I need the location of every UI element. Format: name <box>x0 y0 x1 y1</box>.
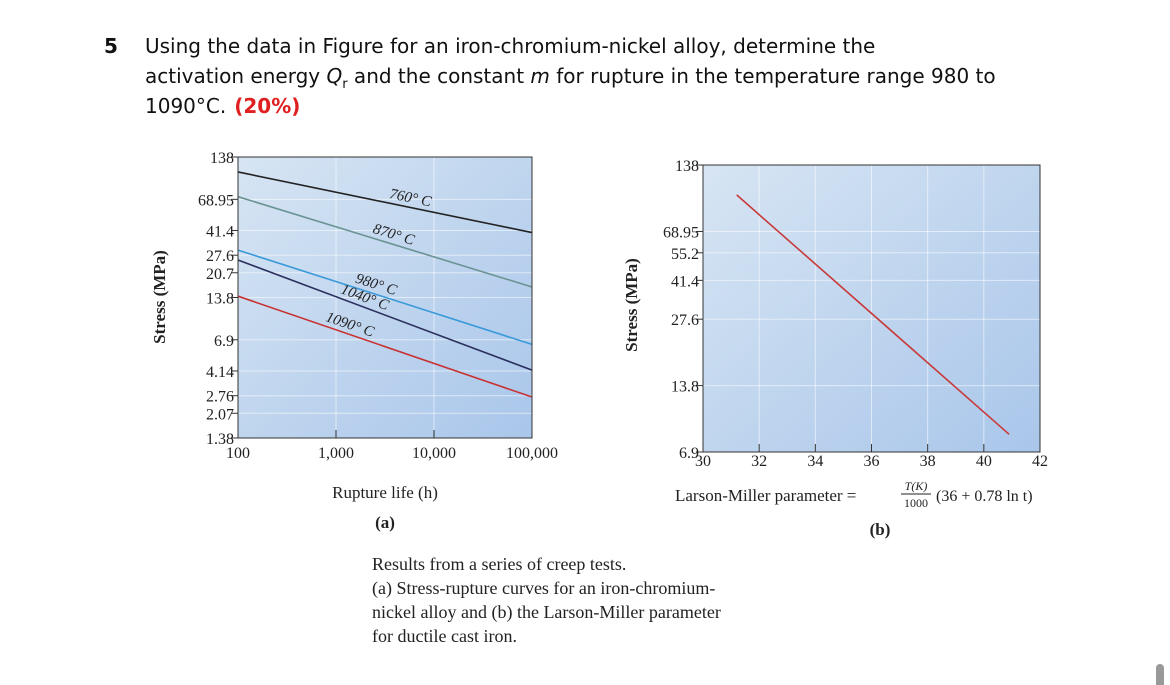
caption-line: for ductile cast iron. <box>372 626 517 646</box>
x-tick-label: 38 <box>920 453 936 470</box>
x-tick-label: 34 <box>807 453 823 470</box>
plot-border <box>702 164 1041 453</box>
question-line: Using the data in Figure for an iron-chr… <box>145 34 875 58</box>
y-axis-label: Stress (MPa) <box>622 258 641 352</box>
y-tick-label: 68.95 <box>198 192 234 209</box>
data-line <box>237 249 533 346</box>
caption-line: nickel alloy and (b) the Larson-Miller p… <box>372 602 721 623</box>
y-axis-label: Stress (MPa) <box>150 250 169 344</box>
subscript: r <box>342 77 348 92</box>
fraction-denominator: 1000 <box>904 496 928 510</box>
data-line <box>237 295 533 398</box>
question-text: 1090°C. <box>145 94 226 118</box>
x-axis-label: (36 + 0.78 ln t) <box>936 488 1033 505</box>
weight: (20%) <box>234 94 300 118</box>
data-line <box>237 171 533 234</box>
fraction-numerator: T(K) <box>905 479 928 493</box>
y-tick-label: 41.4 <box>671 273 699 290</box>
x-tick-label: 1,000 <box>318 445 354 462</box>
y-tick-label: 20.7 <box>206 266 234 283</box>
plot-border <box>237 156 533 439</box>
y-tick-label: 138 <box>210 150 234 167</box>
question-text: activation energy <box>145 64 326 88</box>
data-line <box>237 195 533 288</box>
x-tick-label: 10,000 <box>412 445 456 462</box>
y-tick-label: 6.9 <box>679 445 699 462</box>
question-line: activation energy Qr and the constant m … <box>145 64 996 92</box>
x-tick-label: 40 <box>976 453 992 470</box>
caption: Results from a series of creep tests. (a)… <box>372 554 721 646</box>
question-line: 1090°C. (20%) <box>145 94 300 118</box>
data-line <box>736 194 1010 435</box>
y-tick-label: 68.95 <box>663 224 699 241</box>
x-tick-label: 36 <box>864 453 880 470</box>
symbol: m <box>530 64 549 88</box>
panel-label: (b) <box>870 520 891 539</box>
x-tick-label: 100 <box>226 445 250 462</box>
y-tick-label: 1.38 <box>206 431 234 448</box>
caption-line: (a) Stress-rupture curves for an iron-ch… <box>372 578 715 599</box>
x-axis-label: Rupture life (h) <box>332 483 438 502</box>
y-tick-label: 4.14 <box>206 364 234 381</box>
y-tick-label: 2.07 <box>206 406 234 423</box>
question-text: for rupture in the temperature range 980… <box>550 64 996 88</box>
y-tick-label: 13.8 <box>206 291 234 308</box>
x-axis-label: Larson-Miller parameter = <box>675 486 856 505</box>
question-number: 5 <box>104 34 118 58</box>
y-tick-label: 27.6 <box>206 248 234 265</box>
symbol: Q <box>326 64 342 88</box>
x-tick-label: 32 <box>751 453 767 470</box>
x-tick-label: 30 <box>695 453 711 470</box>
x-tick-label: 42 <box>1032 453 1048 470</box>
y-tick-label: 138 <box>675 158 699 175</box>
y-tick-label: 6.9 <box>214 333 234 350</box>
y-tick-label: 27.6 <box>671 312 699 329</box>
y-tick-label: 2.76 <box>206 389 234 406</box>
scrollbar <box>1156 664 1164 685</box>
question-text: and the constant <box>348 64 531 88</box>
y-tick-label: 55.2 <box>671 246 699 263</box>
data-line <box>237 259 533 371</box>
y-tick-label: 13.8 <box>671 379 699 396</box>
caption-line: Results from a series of creep tests. <box>372 554 626 574</box>
x-tick-label: 100,000 <box>506 445 558 462</box>
y-tick-label: 41.4 <box>206 223 234 240</box>
panel-label: (a) <box>375 513 395 532</box>
